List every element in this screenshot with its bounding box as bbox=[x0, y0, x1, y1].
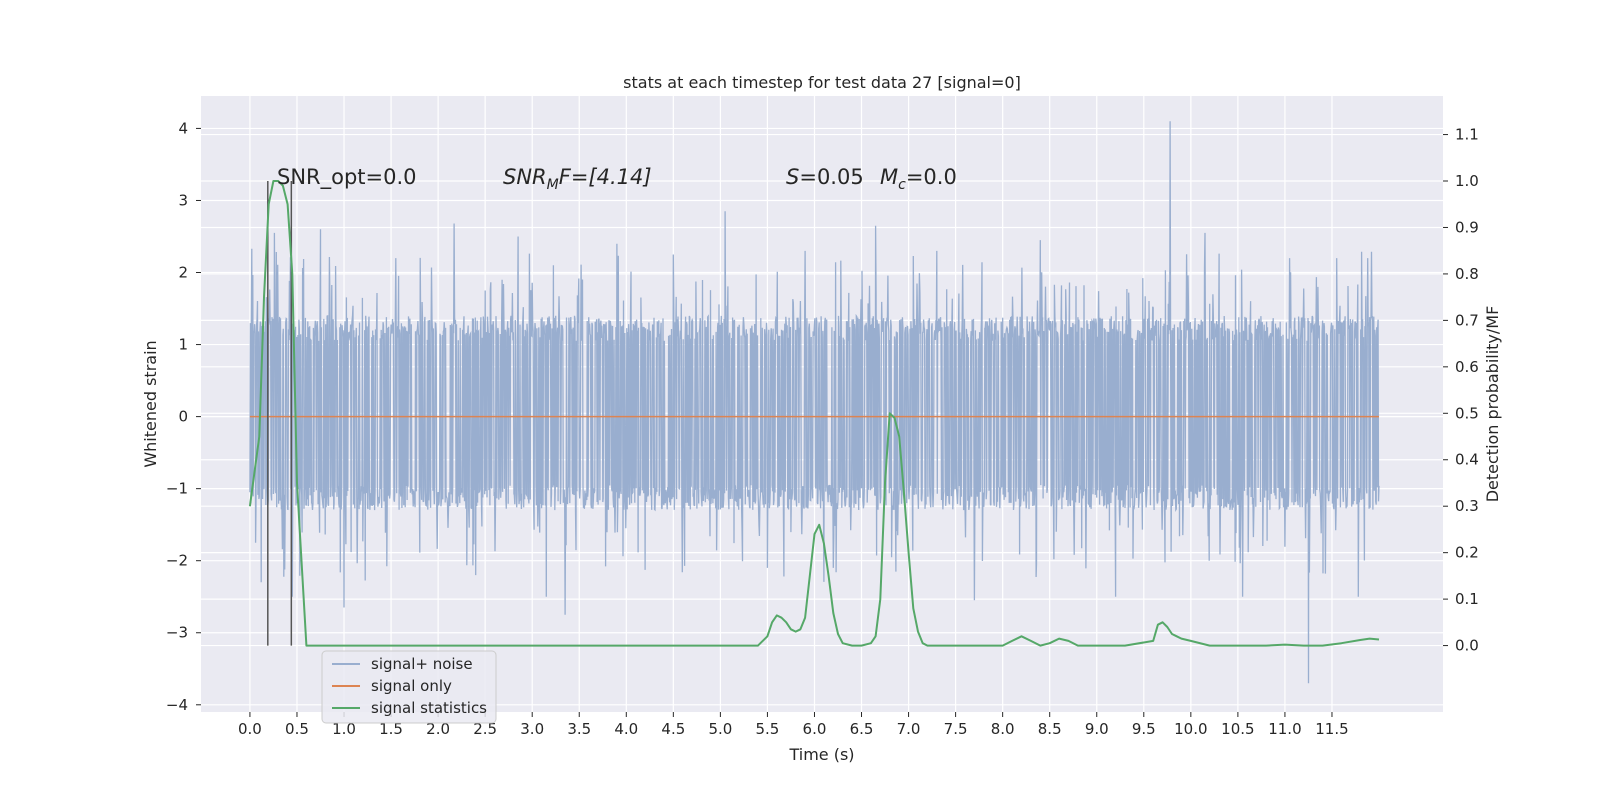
y-tick-label: −2 bbox=[166, 552, 188, 570]
legend: signal+ noise signal only signal statist… bbox=[321, 650, 497, 724]
signal-noise-line bbox=[249, 121, 1380, 684]
x-tick-label: 11.5 bbox=[1315, 720, 1348, 738]
y-axis-label: Whitened strain bbox=[141, 340, 160, 467]
y-tick-label: 0 bbox=[178, 408, 188, 426]
y2-tick-label: 0.0 bbox=[1455, 637, 1479, 655]
x-tick-label: 8.5 bbox=[1038, 720, 1062, 738]
x-tick-label: 4.0 bbox=[614, 720, 638, 738]
x-tick-label: 1.0 bbox=[332, 720, 356, 738]
y2-tick-label: 1.1 bbox=[1455, 126, 1479, 144]
x-tick-label: 0.0 bbox=[238, 720, 262, 738]
legend-label-signal-noise: signal+ noise bbox=[371, 655, 473, 673]
x-tick-label: 11.0 bbox=[1268, 720, 1301, 738]
y-tick-label: 1 bbox=[178, 336, 188, 354]
x-tick-label: 3.5 bbox=[567, 720, 591, 738]
y2-tick-label: 0.5 bbox=[1455, 404, 1479, 422]
x-tick-label: 2.0 bbox=[426, 720, 450, 738]
y-tick-label: 4 bbox=[178, 119, 188, 137]
legend-box bbox=[321, 650, 497, 724]
x-tick-label: 7.5 bbox=[944, 720, 968, 738]
legend-label-signal-only: signal only bbox=[371, 677, 452, 695]
series-signal-statistics bbox=[248, 180, 1380, 647]
y-tick-label: −4 bbox=[166, 696, 188, 714]
x-tick-label: 8.0 bbox=[991, 720, 1015, 738]
y-tick-label: −3 bbox=[166, 624, 188, 642]
x-tick-label: 1.5 bbox=[379, 720, 403, 738]
annotation-snr-opt: SNR_opt=0.0 bbox=[277, 165, 417, 190]
y-tick-label: −1 bbox=[166, 480, 188, 498]
chart-title: stats at each timestep for test data 27 … bbox=[623, 73, 1021, 92]
x-tick-label: 5.5 bbox=[755, 720, 779, 738]
x-axis-label: Time (s) bbox=[788, 745, 854, 764]
tick-labels: 0.0 0.5 1.0 1.5 2.0 2.5 3.0 3.5 4.0 4.5 5.0 5.5 6.0 6… bbox=[166, 119, 1479, 738]
legend-label-signal-statistics: signal statistics bbox=[371, 699, 487, 717]
y2-tick-label: 0.7 bbox=[1455, 311, 1479, 329]
x-tick-label: 9.0 bbox=[1085, 720, 1109, 738]
x-tick-label: 4.5 bbox=[661, 720, 685, 738]
x-tick-label: 3.0 bbox=[520, 720, 544, 738]
y2-tick-label: 0.1 bbox=[1455, 590, 1479, 608]
x-tick-label: 10.0 bbox=[1174, 720, 1207, 738]
y-tick-label: 3 bbox=[178, 191, 188, 209]
y2-axis-label: Detection probability/MF bbox=[1483, 306, 1502, 503]
x-tick-label: 6.5 bbox=[850, 720, 874, 738]
y2-tick-label: 0.2 bbox=[1455, 544, 1479, 562]
x-tick-label: 6.0 bbox=[803, 720, 827, 738]
annotation-s: S=0.05 bbox=[786, 165, 864, 189]
y2-tick-label: 1.0 bbox=[1455, 172, 1479, 190]
y2-tick-label: 0.6 bbox=[1455, 358, 1479, 376]
y-tick-label: 2 bbox=[178, 264, 188, 282]
y2-tick-label: 0.4 bbox=[1455, 451, 1479, 469]
x-tick-label: 9.5 bbox=[1132, 720, 1156, 738]
x-tick-label: 10.5 bbox=[1221, 720, 1254, 738]
x-tick-label: 0.5 bbox=[285, 720, 309, 738]
x-tick-label: 2.5 bbox=[473, 720, 497, 738]
y2-tick-label: 0.3 bbox=[1455, 497, 1479, 515]
signal-statistics-line bbox=[248, 180, 1380, 647]
x-tick-label: 5.0 bbox=[708, 720, 732, 738]
y2-tick-label: 0.8 bbox=[1455, 265, 1479, 283]
y2-tick-label: 0.9 bbox=[1455, 218, 1479, 236]
series-signal-noise bbox=[249, 121, 1380, 684]
x-tick-label: 7.0 bbox=[897, 720, 921, 738]
annotation-snr-mf: SNRMF=[4.14] bbox=[503, 165, 652, 193]
annotation-mc: Mc=0.0 bbox=[880, 165, 957, 193]
